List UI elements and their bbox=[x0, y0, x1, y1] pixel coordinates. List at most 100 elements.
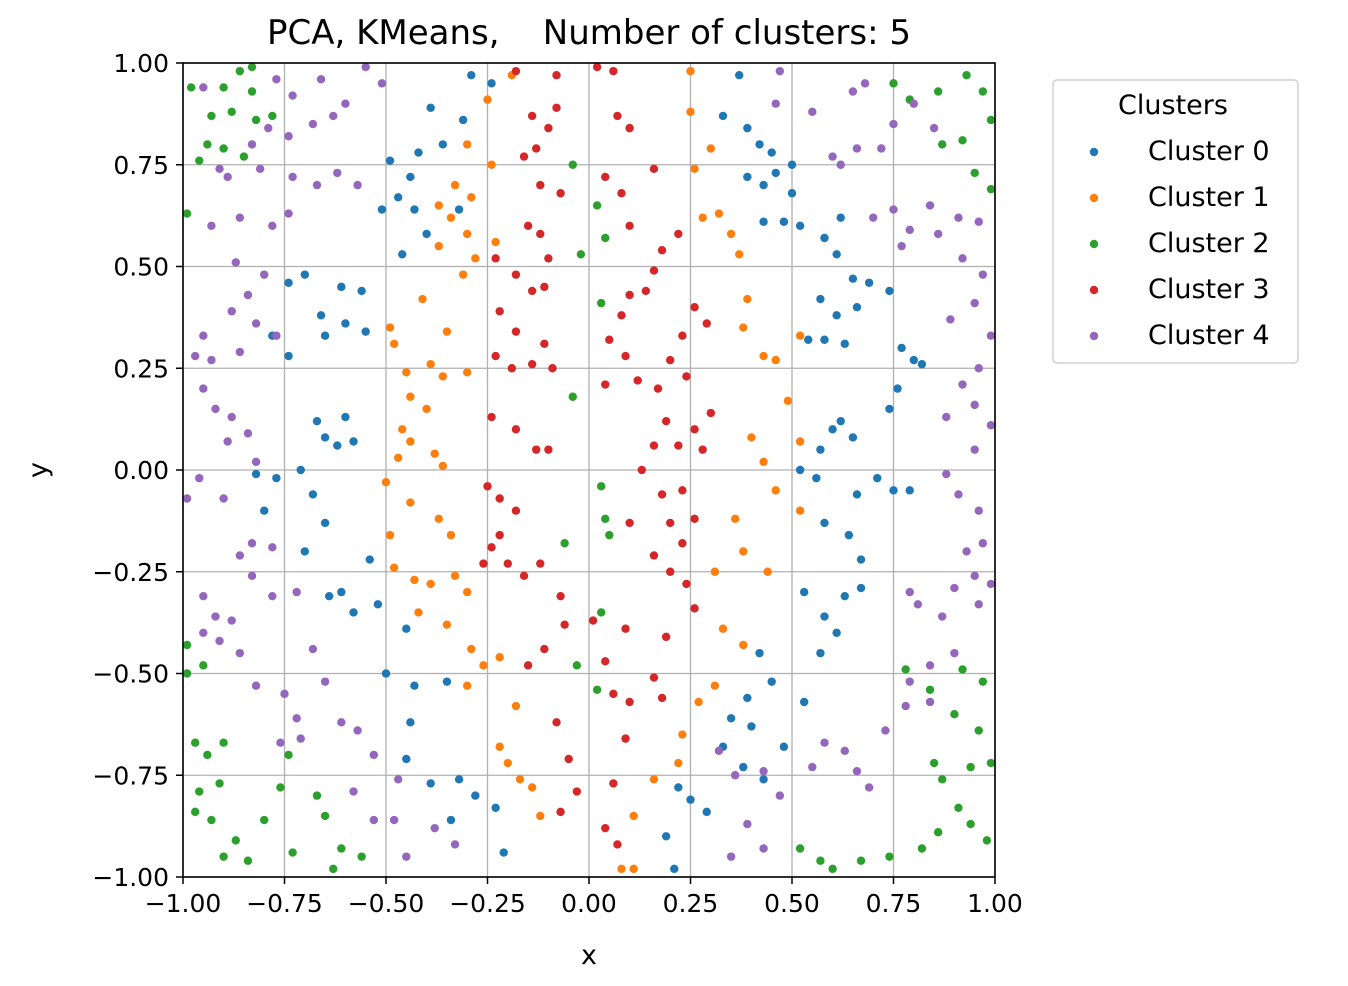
cluster-4-point bbox=[860, 79, 870, 88]
cluster-4-point bbox=[337, 718, 346, 727]
cluster-2-point bbox=[601, 233, 610, 243]
cluster-3-point bbox=[657, 490, 667, 499]
cluster-1-point bbox=[402, 368, 411, 377]
cluster-2-point bbox=[235, 66, 245, 76]
cluster-3-point bbox=[572, 787, 582, 796]
cluster-1-point bbox=[434, 201, 443, 210]
cluster-2-point bbox=[207, 815, 216, 825]
cluster-4-point bbox=[199, 591, 208, 601]
cluster-3-point bbox=[527, 359, 537, 369]
y-tick-label: −0.25 bbox=[92, 558, 169, 587]
cluster-4-point bbox=[292, 587, 301, 597]
cluster-4-point bbox=[986, 331, 996, 340]
cluster-4-point bbox=[848, 87, 858, 96]
cluster-0-point bbox=[487, 79, 496, 88]
cluster-0-point bbox=[300, 270, 309, 279]
cluster-2-point bbox=[933, 828, 943, 837]
cluster-2-point bbox=[986, 184, 996, 194]
x-tick-label: 1.00 bbox=[967, 889, 1023, 918]
cluster-2-point bbox=[596, 298, 606, 308]
cluster-3-point bbox=[532, 445, 541, 454]
cluster-0-point bbox=[816, 445, 825, 454]
cluster-4-point bbox=[353, 180, 362, 190]
cluster-2-point bbox=[828, 864, 837, 874]
cluster-0-point bbox=[373, 600, 383, 609]
cluster-2-point bbox=[243, 856, 253, 865]
cluster-0-point bbox=[284, 351, 293, 361]
cluster-4-point bbox=[954, 213, 963, 222]
cluster-4-point bbox=[227, 616, 236, 625]
cluster-2-point bbox=[268, 111, 277, 121]
cluster-4-point bbox=[243, 290, 253, 300]
cluster-0-point bbox=[357, 286, 366, 296]
cluster-0-point bbox=[799, 587, 809, 597]
cluster-1-point bbox=[426, 579, 435, 589]
cluster-0-point bbox=[743, 172, 752, 182]
cluster-1-point bbox=[418, 294, 427, 304]
cluster-1-point bbox=[389, 339, 399, 349]
cluster-4-point bbox=[897, 241, 906, 251]
cluster-4-point bbox=[199, 628, 208, 637]
cluster-3-point bbox=[527, 111, 537, 121]
cluster-2-point bbox=[592, 201, 602, 210]
cluster-0-point bbox=[848, 274, 858, 283]
cluster-1-point bbox=[491, 237, 500, 247]
cluster-3-point bbox=[552, 71, 561, 80]
cluster-3-point bbox=[601, 380, 610, 389]
cluster-3-point bbox=[690, 604, 699, 613]
cluster-0-point bbox=[893, 384, 902, 393]
cluster-3-point bbox=[678, 539, 687, 548]
cluster-0-point bbox=[820, 518, 829, 528]
cluster-3-point bbox=[625, 123, 634, 133]
cluster-0-point bbox=[856, 555, 866, 564]
cluster-4-point bbox=[268, 221, 277, 230]
cluster-1-point bbox=[515, 775, 525, 784]
cluster-3-point bbox=[556, 807, 565, 817]
x-tick-label: 0.75 bbox=[866, 889, 922, 918]
cluster-2-point bbox=[962, 71, 971, 80]
cluster-4-point bbox=[950, 583, 959, 593]
cluster-3-point bbox=[511, 270, 521, 279]
cluster-2-point bbox=[576, 250, 586, 259]
cluster-4-point bbox=[869, 213, 878, 222]
cluster-1-point bbox=[771, 355, 780, 365]
cluster-2-point bbox=[203, 140, 212, 149]
cluster-1-point bbox=[795, 506, 805, 515]
cluster-3-point bbox=[601, 823, 610, 833]
cluster-3-point bbox=[609, 66, 618, 76]
cluster-4-point bbox=[913, 600, 923, 609]
cluster-0-point bbox=[442, 677, 452, 686]
cluster-3-point bbox=[666, 567, 675, 576]
cluster-2-point bbox=[966, 819, 975, 829]
cluster-0-point bbox=[726, 714, 736, 723]
cluster-1-point bbox=[678, 730, 687, 739]
legend-marker-cluster-4 bbox=[1089, 331, 1099, 341]
cluster-1-point bbox=[389, 563, 399, 572]
cluster-0-point bbox=[840, 339, 849, 349]
cluster-2-point bbox=[251, 115, 261, 125]
cluster-2-point bbox=[182, 669, 192, 678]
cluster-4-point bbox=[219, 494, 228, 503]
cluster-0-point bbox=[917, 359, 927, 369]
cluster-0-point bbox=[840, 591, 849, 601]
legend-marker-cluster-0 bbox=[1089, 147, 1099, 157]
cluster-1-point bbox=[730, 514, 740, 524]
x-tick-label: 0.00 bbox=[561, 889, 617, 918]
cluster-4-point bbox=[877, 144, 886, 153]
cluster-3-point bbox=[592, 62, 602, 72]
cluster-3-point bbox=[487, 543, 496, 552]
cluster-4-point bbox=[284, 209, 293, 218]
cluster-0-point bbox=[743, 693, 752, 703]
cluster-1-point bbox=[718, 624, 728, 633]
cluster-4-point bbox=[970, 445, 979, 454]
cluster-1-point bbox=[422, 404, 431, 414]
cluster-0-point bbox=[686, 795, 695, 804]
cluster-0-point bbox=[905, 486, 914, 495]
cluster-3-point bbox=[560, 620, 569, 629]
cluster-0-point bbox=[820, 612, 829, 621]
cluster-3-point bbox=[503, 559, 512, 568]
cluster-3-point bbox=[556, 591, 565, 601]
cluster-3-point bbox=[690, 425, 699, 434]
cluster-0-point bbox=[852, 490, 862, 499]
cluster-2-point bbox=[329, 864, 338, 874]
